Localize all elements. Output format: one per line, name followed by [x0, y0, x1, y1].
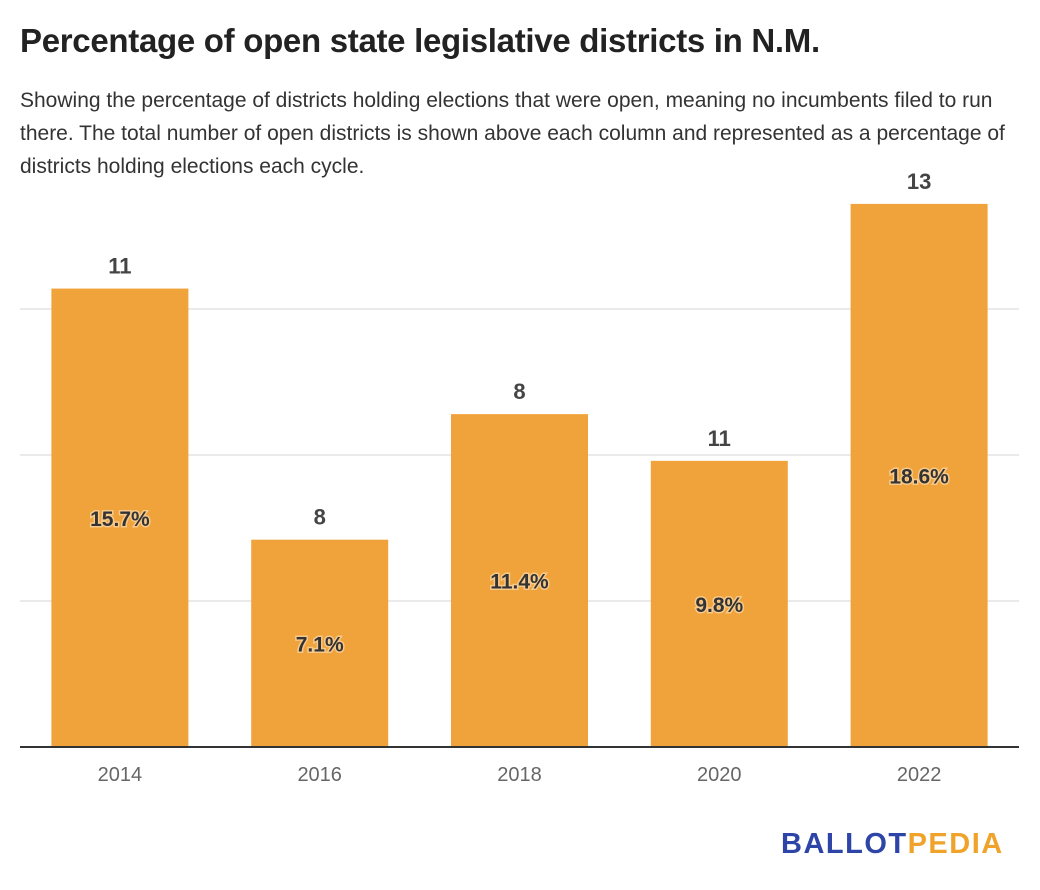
bar-2014 — [51, 288, 189, 747]
x-tick-label-2018: 2018 — [497, 764, 542, 786]
count-label-2020: 11 — [708, 426, 731, 451]
bar-2016 — [251, 539, 389, 747]
ballotpedia-logo: BALLOTPEDIA — [781, 828, 1004, 861]
count-label-2022: 13 — [907, 169, 931, 194]
x-tick-label-2016: 2016 — [297, 764, 342, 786]
bar-2020 — [650, 460, 788, 747]
chart-title: Percentage of open state legislative dis… — [20, 22, 820, 59]
x-tick-label-2022: 2022 — [897, 764, 942, 786]
value-label-2016: 7.1% — [296, 633, 344, 656]
logo-part-pedia: PEDIA — [907, 828, 1004, 860]
count-label-2014: 11 — [108, 254, 131, 279]
count-label-2018: 8 — [513, 379, 525, 404]
logo-part-ballot: BALLOT — [781, 828, 908, 860]
count-label-2016: 8 — [314, 505, 326, 530]
value-label-2022: 18.6% — [889, 465, 949, 488]
chart-subtitle: Showing the percentage of districts hold… — [20, 89, 1005, 178]
value-label-2020: 9.8% — [695, 594, 743, 617]
x-tick-label-2020: 2020 — [697, 764, 742, 786]
bar-2018 — [451, 414, 588, 747]
bar-2022 — [850, 203, 988, 747]
value-label-2018: 11.4% — [490, 571, 549, 594]
value-label-2014: 15.7% — [90, 508, 150, 531]
x-tick-label-2014: 2014 — [98, 764, 143, 786]
bar-chart: 11 15.7% 2014 8 7.1% 2016 8 11.4% 2018 11 9.8% 2020… — [20, 169, 1019, 786]
